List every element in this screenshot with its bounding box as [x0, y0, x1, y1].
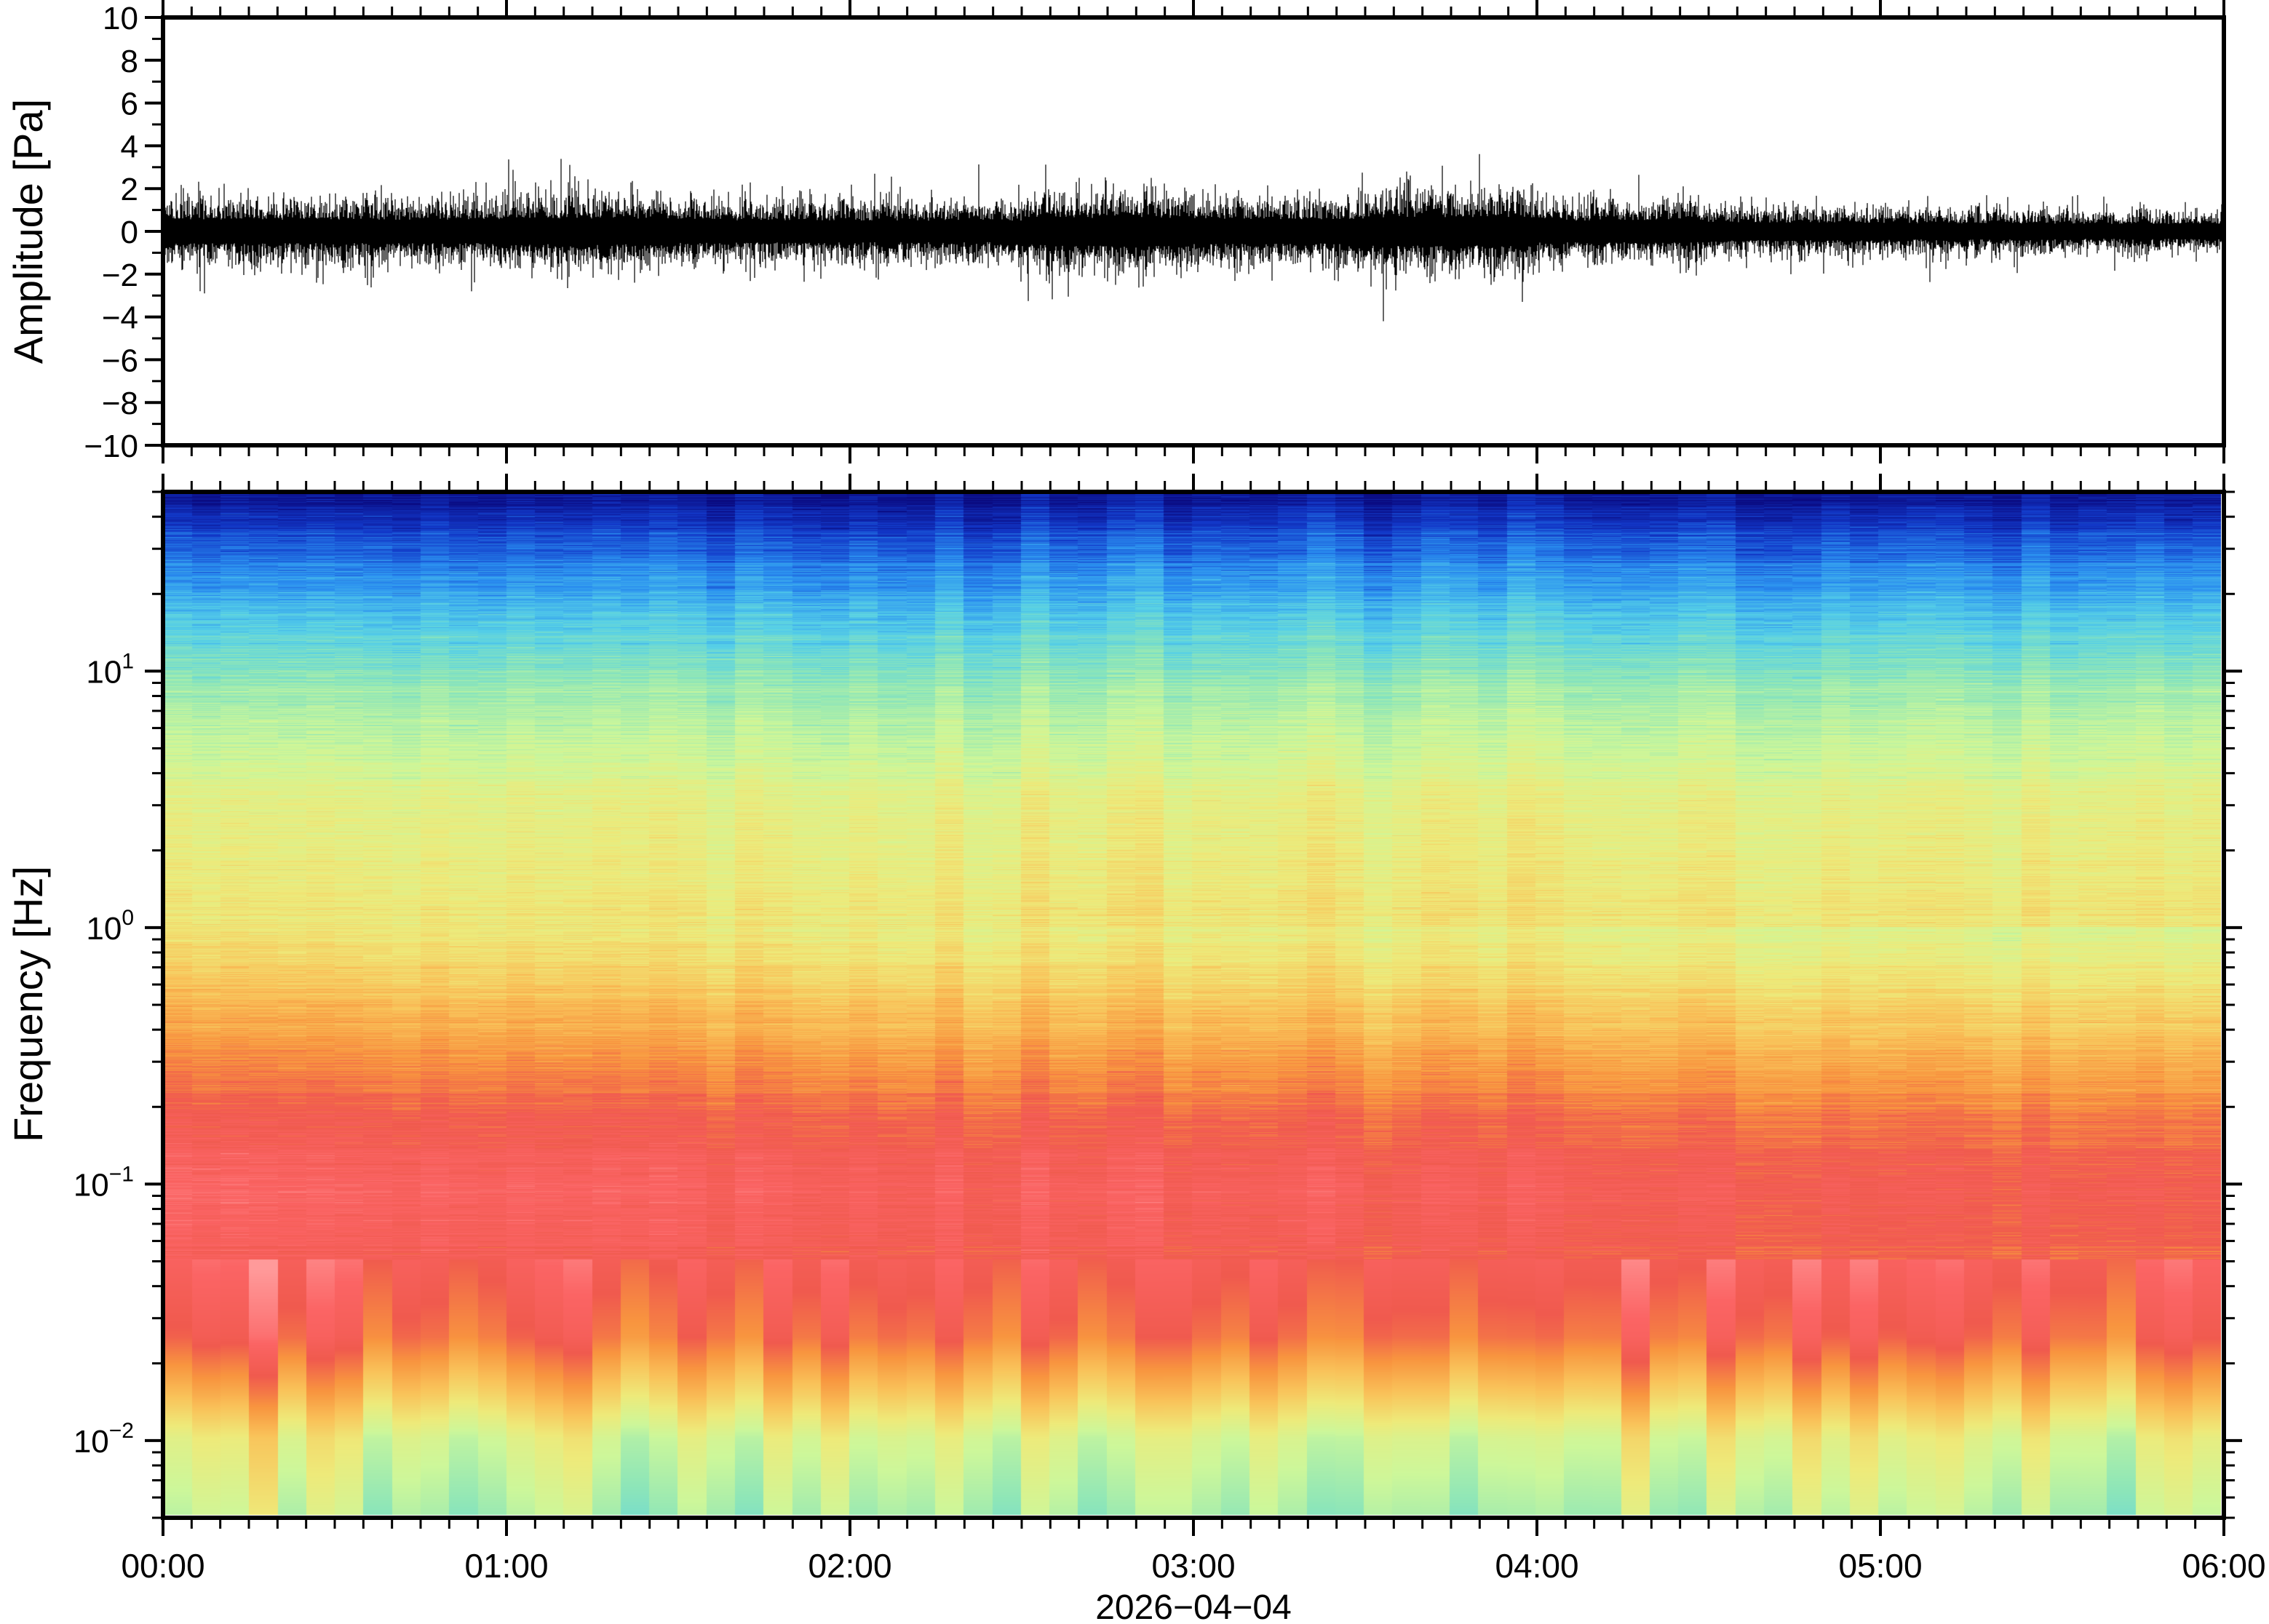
- frequency-tick-label: 10−2: [73, 1419, 134, 1460]
- amplitude-axis-label: Amplitude [Pa]: [5, 99, 51, 364]
- y-tick-label: 6: [121, 87, 138, 122]
- waveform-frame: [161, 15, 2226, 447]
- y-tick-label: 0: [121, 215, 138, 250]
- y-tick-label: −2: [102, 258, 138, 293]
- spectrogram-frame: [161, 490, 2226, 1520]
- x-tick-label: 00:00: [121, 1547, 204, 1585]
- frequency-tick-label: 100: [86, 906, 134, 947]
- frequency-axis-label: Frequency [Hz]: [5, 866, 51, 1142]
- x-tick-label: 04:00: [1495, 1547, 1578, 1585]
- frequency-tick-label: 10−1: [73, 1162, 134, 1203]
- axes: 00:00 01:00 02:00 03:00 04:00 05:00 06:00 10 8 6 4…: [73, 0, 2266, 1585]
- date-label: 2026−04−04: [1095, 1588, 1292, 1624]
- waveform-panel: [164, 154, 2222, 322]
- waveform-trace: [164, 154, 2222, 322]
- x-tick-label: 05:00: [1838, 1547, 1922, 1585]
- y-tick-label: −4: [102, 300, 138, 336]
- spectrogram-image: [163, 492, 2221, 1515]
- y-tick-label: 4: [121, 129, 138, 164]
- x-tick-label: 03:00: [1151, 1547, 1235, 1585]
- frequency-tick-label: 101: [86, 649, 134, 690]
- y-tick-label: −8: [102, 386, 138, 421]
- x-tick-label: 02:00: [808, 1547, 891, 1585]
- y-tick-label: −6: [102, 343, 138, 378]
- y-tick-label: 10: [103, 1, 138, 36]
- y-tick-label: 8: [121, 44, 138, 79]
- y-tick-label: −10: [84, 429, 138, 464]
- x-tick-label: 06:00: [2182, 1547, 2265, 1585]
- x-tick-label: 01:00: [464, 1547, 548, 1585]
- y-tick-label: 2: [121, 172, 138, 207]
